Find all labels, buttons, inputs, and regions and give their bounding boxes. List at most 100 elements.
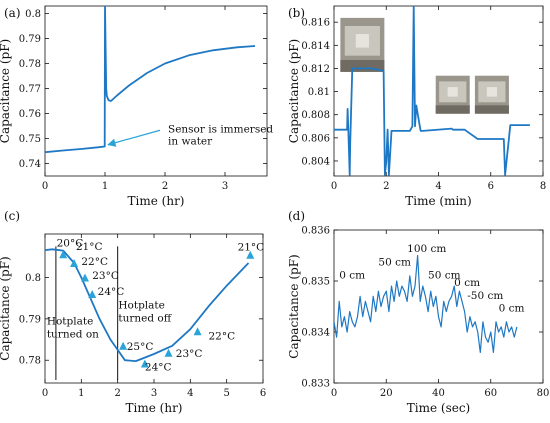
temperature-label: 25°C — [127, 341, 154, 353]
x-tick-label: 20 — [380, 388, 393, 399]
temperature-label: 21°C — [238, 242, 265, 254]
annotation-arrow — [107, 129, 161, 147]
x-tick-label: 80 — [537, 388, 550, 399]
y-axis-label: Capacitance (pF) — [287, 254, 301, 358]
x-tick-label: 0 — [331, 388, 337, 399]
annotation-text: Hotplate — [118, 300, 164, 312]
y-tick-label: 0.804 — [301, 156, 330, 167]
inset-photo-device — [447, 87, 458, 97]
inset-photo — [435, 75, 470, 114]
plot-frame — [44, 5, 268, 177]
temperature-marker — [119, 341, 128, 350]
y-tick-label: 0.806 — [301, 133, 330, 144]
y-tick-label: 0.833 — [301, 379, 330, 390]
x-axis-label: Time (hr) — [126, 401, 183, 415]
y-tick-label: 0.812 — [301, 64, 330, 75]
y-tick-label: 0.79 — [19, 34, 41, 45]
y-axis-label: Capacitance (pF) — [0, 256, 12, 360]
inset-photo-device — [486, 87, 498, 97]
y-tick-label: 0.8 — [25, 273, 41, 284]
x-tick-label: 2 — [162, 181, 168, 192]
y-tick-label: 0.836 — [301, 226, 330, 237]
y-tick-label: 0.79 — [19, 314, 41, 325]
temperature-marker — [164, 348, 173, 357]
y-tick-label: 0.835 — [301, 277, 330, 288]
x-tick-label: 0 — [331, 181, 337, 192]
panel-d: 0 20 40 60 80 0.833 0.834 0.835 0.836 Time (sec) C… — [287, 226, 549, 416]
inset-photo-base — [340, 59, 385, 72]
annotation-text: 100 cm — [407, 243, 446, 255]
x-axis-label: Time (sec) — [407, 401, 470, 415]
annotation-text: 0 cm — [499, 303, 525, 315]
x-axis-label: Time (min) — [405, 194, 471, 208]
annotation-text: 0 cm — [454, 277, 480, 289]
temperature-label: 24°C — [98, 286, 125, 298]
temperature-label: 21°C — [76, 241, 103, 253]
x-tick-label: 1 — [78, 388, 84, 399]
x-tick-label: 0 — [42, 181, 48, 192]
annotation-text: 0 cm — [339, 269, 365, 281]
y-tick-label: 0.8 — [25, 9, 41, 20]
x-tick-label: 0 — [42, 388, 48, 399]
inset-photo-base — [435, 105, 470, 114]
temperature-label: 20°C — [57, 237, 84, 249]
annotation-text: in water — [168, 135, 213, 147]
y-tick-label: 0.834 — [301, 328, 330, 339]
temperature-label: 22°C — [81, 256, 108, 268]
data-series — [45, 248, 250, 362]
temperature-label: 24°C — [145, 362, 172, 374]
y-axis-label: Capacitance (pF) — [0, 39, 12, 143]
annotation-text: turned off — [118, 313, 172, 325]
panel-a: 0 1 2 3 0.74 0.75 0.76 0.77 0.78 0.79 0.8 Time (hr)… — [0, 5, 273, 208]
x-tick-label: 2 — [114, 388, 120, 399]
inset-photo — [474, 75, 509, 114]
annotation-text: Sensor is immersed — [168, 123, 273, 135]
annotation-text: -50 cm — [467, 290, 503, 302]
panel-label-d: (d) — [288, 209, 305, 223]
inset-photo-base — [474, 105, 509, 114]
x-tick-label: 6 — [488, 181, 494, 192]
data-series — [334, 254, 518, 353]
annotation-text: 50 cm — [378, 257, 411, 269]
y-tick-label: 0.75 — [19, 134, 41, 145]
x-axis-label: Time (hr) — [128, 194, 185, 208]
inset-photo — [340, 17, 385, 72]
temperature-marker — [246, 250, 255, 259]
annotation-text: Hotplate — [47, 316, 93, 328]
panel-label-a: (a) — [4, 6, 21, 20]
x-tick-label: 2 — [383, 181, 389, 192]
y-tick-label: 0.74 — [19, 159, 41, 170]
x-tick-label: 40 — [432, 388, 445, 399]
x-tick-label: 3 — [151, 388, 157, 399]
annotation-text: 50 cm — [428, 269, 461, 281]
y-tick-label: 0.81 — [308, 87, 330, 98]
temperature-label: 23°C — [92, 270, 119, 282]
panel-b: 0 2 4 6 8 0.804 0.806 0.808 0.81 0.812 0.814 0.816 T… — [287, 5, 546, 208]
panel-label-c: (c) — [4, 209, 20, 223]
x-tick-label: 8 — [540, 181, 546, 192]
x-tick-label: 6 — [260, 388, 266, 399]
temperature-marker — [70, 258, 79, 267]
x-tick-label: 60 — [484, 388, 497, 399]
panel-label-b: (b) — [288, 6, 305, 20]
y-tick-label: 0.76 — [19, 109, 41, 120]
annotation-text: turned on — [47, 329, 99, 341]
x-tick-label: 4 — [435, 181, 441, 192]
y-tick-label: 0.814 — [301, 41, 330, 52]
y-tick-label: 0.808 — [301, 110, 330, 121]
temperature-marker — [193, 327, 202, 336]
y-tick-label: 0.78 — [19, 356, 41, 367]
data-series — [45, 6, 256, 154]
x-tick-label: 4 — [187, 388, 193, 399]
temperature-marker — [140, 359, 149, 368]
temperature-marker — [80, 273, 89, 282]
y-tick-label: 0.816 — [301, 18, 330, 29]
data-series — [334, 6, 530, 176]
x-tick-label: 3 — [222, 181, 228, 192]
y-axis-label: Capacitance (pF) — [287, 39, 301, 143]
panel-c: 0 1 2 3 4 5 6 0.78 0.79 0.8 Time (hr) Capacitance (… — [0, 233, 266, 415]
y-tick-label: 0.78 — [19, 59, 41, 70]
temperature-marker — [59, 250, 68, 259]
temperature-label: 23°C — [176, 348, 203, 360]
